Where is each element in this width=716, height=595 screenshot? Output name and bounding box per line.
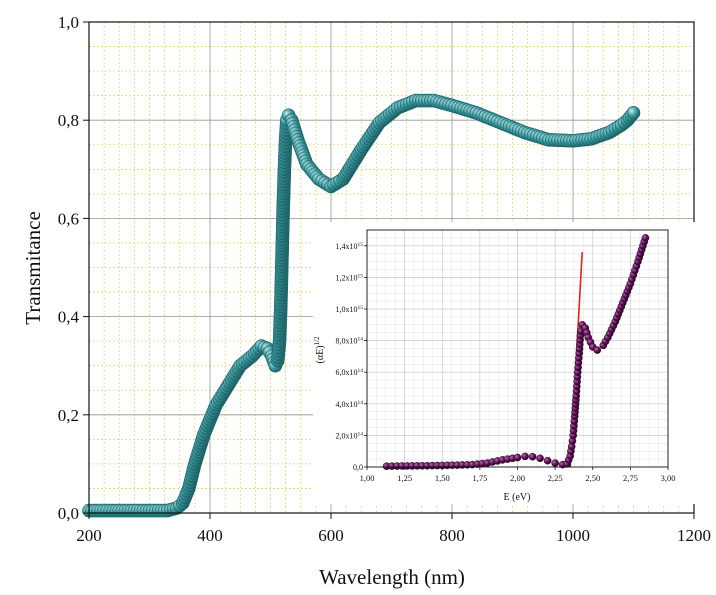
inset-y-tick-label: 4,0x1014	[336, 400, 364, 409]
inset-y-tick-label: 8,0x1014	[336, 337, 364, 346]
main-x-tick-label: 1000	[556, 526, 590, 545]
inset-data-point	[513, 453, 522, 462]
main-ticks	[83, 21, 695, 519]
inset-y-tick-label: 0,0	[353, 463, 363, 472]
inset-data-point	[543, 456, 552, 465]
inset-x-tick-label: 1,50	[435, 473, 450, 483]
inset-x-tick-label: 2,75	[623, 473, 638, 483]
main-x-tick-label: 800	[439, 526, 465, 545]
inset-y-tick-label: 6,0x1014	[336, 368, 364, 377]
inset-y-tick-label: 1,0x1015	[336, 305, 364, 314]
main-y-tick-label: 0,4	[58, 308, 80, 327]
inset-x-tick-label: 1,75	[472, 473, 487, 483]
main-y-axis-label: Transmitance	[21, 211, 45, 325]
main-y-tick-labels: 0,0 0,2 0,4 0,6 0,8 1,0	[58, 13, 80, 523]
inset-x-tick-labels: 1,00 1,25 1,50 1,75 2,00 2,25 2,50 2,75 3,00	[360, 473, 676, 483]
inset-ticks	[364, 245, 669, 470]
inset-y-tick-label: 2,0x1014	[336, 431, 364, 440]
inset-data-point	[536, 454, 544, 463]
inset-y-tick-label: 1,4x1015	[336, 242, 364, 251]
inset-x-tick-label: 2,50	[585, 473, 600, 483]
inset-y-tick-label: 1,2x1015	[336, 273, 364, 282]
inset-y-axis-label: (αE)1/2	[313, 336, 326, 363]
main-x-tick-label: 200	[76, 526, 102, 545]
main-y-tick-label: 0,2	[58, 406, 79, 425]
main-x-tick-labels: 200 400 600 800 1000 1200	[76, 526, 711, 545]
inset-data-point	[641, 234, 650, 242]
inset-y-axis-label-base: (αE)	[315, 345, 326, 363]
inset-x-tick-label: 2,00	[510, 473, 525, 483]
inset-y-axis-label-sup: 1/2	[313, 336, 321, 345]
inset-x-tick-label: 2,25	[548, 473, 563, 483]
main-y-tick-label: 0,0	[58, 504, 79, 523]
main-x-axis-label: Wavelength (nm)	[319, 565, 465, 589]
inset-x-tick-label: 1,00	[360, 473, 375, 483]
main-y-tick-label: 0,6	[58, 209, 79, 228]
main-x-tick-label: 600	[318, 526, 344, 545]
main-y-tick-label: 1,0	[58, 13, 79, 32]
inset-data-point	[521, 452, 529, 461]
main-markers	[82, 93, 641, 518]
inset-x-tick-label: 1,25	[397, 473, 412, 483]
main-data-point	[626, 106, 641, 120]
inset-x-tick-label: 3,00	[661, 473, 676, 483]
main-x-tick-label: 1200	[677, 526, 711, 545]
inset-x-axis-label: E (eV)	[504, 492, 531, 503]
main-x-tick-label: 400	[197, 526, 223, 545]
inset-y-tick-labels: 0,0 2,0x1014 4,0x1014 6,0x1014 8,0x1014 1,0x1…	[336, 242, 364, 472]
inset-data-point	[528, 452, 537, 461]
main-y-tick-label: 0,8	[58, 111, 79, 130]
inset-data-point	[593, 346, 602, 354]
inset-data-point	[551, 459, 559, 467]
